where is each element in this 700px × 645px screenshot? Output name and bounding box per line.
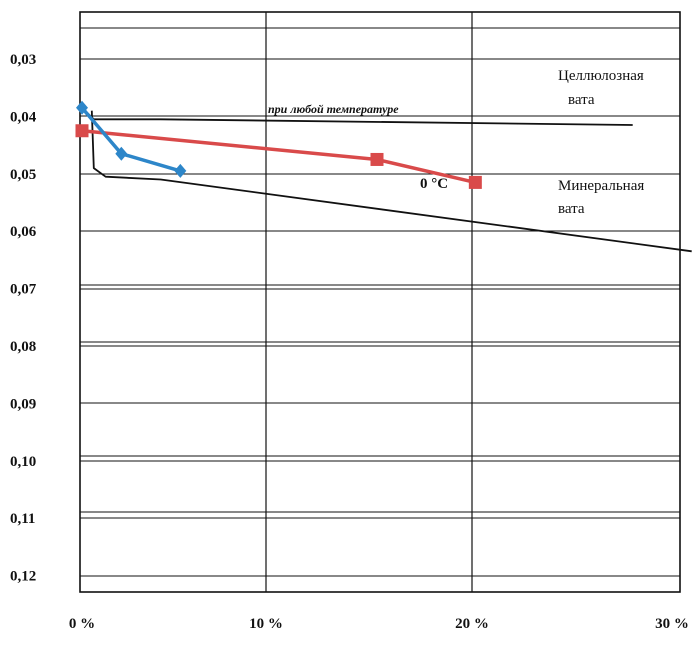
y-tick-label: 0,08: [10, 339, 36, 355]
annotation-mineral-line2: вата: [558, 201, 585, 217]
y-tick-label: 0,06: [10, 224, 37, 240]
data-point-diamond: [76, 100, 88, 115]
annotation-cellulose-line1: Целлюлозная: [558, 68, 644, 84]
annotation-any-temperature: при любой температуре: [268, 102, 399, 116]
series-line: [81, 129, 476, 185]
y-tick-label: 0,07: [10, 282, 37, 298]
y-tick-label: 0,09: [10, 396, 36, 412]
x-tick-label: 20 %: [455, 616, 489, 632]
y-tick-label: 0,03: [10, 52, 36, 68]
y-tick-label: 0,11: [10, 511, 35, 527]
x-tick-label: 10 %: [249, 616, 283, 632]
grid: [79, 11, 681, 593]
annotations: Целлюлозная вата Минеральная вата при лю…: [268, 68, 644, 217]
plot-frame: [79, 11, 681, 593]
x-tick-label: 0 %: [69, 616, 95, 632]
data-point-square: [75, 124, 89, 138]
data-point-diamond: [115, 146, 128, 161]
y-tick-label: 0,05: [10, 167, 36, 183]
annotation-cellulose-line2: вата: [568, 92, 595, 108]
y-tick-label: 0,12: [10, 569, 36, 585]
series: [75, 100, 692, 253]
series-line: [90, 110, 692, 253]
tick-labels: 0,03 0,04 0,05 0,06 0,07 0,08 0,09 0,10 0,11 0,12…: [10, 52, 689, 632]
data-point-square: [468, 175, 482, 189]
y-tick-label: 0,10: [10, 454, 36, 470]
data-point-square: [370, 152, 384, 166]
y-tick-label: 0,04: [10, 109, 37, 125]
annotation-zero-c: 0 °C: [420, 176, 448, 192]
annotation-mineral-line1: Минеральная: [558, 178, 644, 194]
x-tick-label: 30 %: [655, 616, 689, 632]
data-point-diamond: [174, 163, 187, 178]
